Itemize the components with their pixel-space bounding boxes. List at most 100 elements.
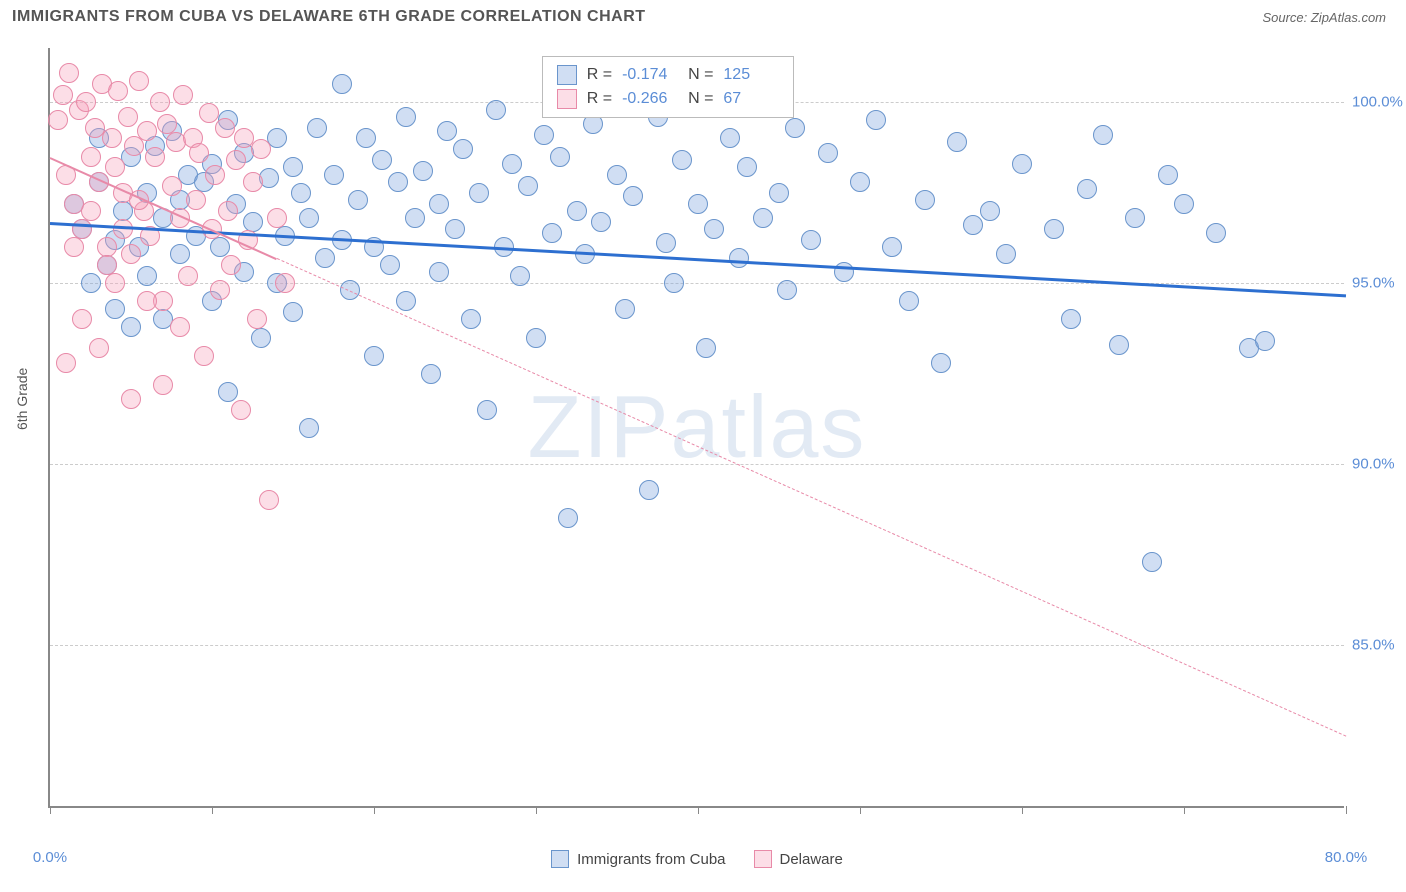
data-point: [623, 186, 643, 206]
x-tick: [536, 806, 537, 814]
data-point: [48, 110, 68, 130]
data-point: [251, 328, 271, 348]
data-point: [89, 338, 109, 358]
data-point: [291, 183, 311, 203]
data-point: [251, 139, 271, 159]
data-point: [801, 230, 821, 250]
data-point: [97, 237, 117, 257]
data-point: [72, 219, 92, 239]
watermark: ZIPatlas: [528, 376, 867, 478]
data-point: [518, 176, 538, 196]
data-point: [356, 128, 376, 148]
stat-n-label: N =: [688, 66, 713, 84]
legend-item: Immigrants from Cuba: [551, 850, 725, 868]
bottom-legend: Immigrants from CubaDelaware: [50, 850, 1344, 868]
data-point: [437, 121, 457, 141]
data-point: [1206, 223, 1226, 243]
data-point: [591, 212, 611, 232]
data-point: [189, 143, 209, 163]
trend-line: [277, 258, 1347, 737]
data-point: [915, 190, 935, 210]
data-point: [656, 233, 676, 253]
y-tick-label: 95.0%: [1352, 275, 1406, 292]
data-point: [59, 63, 79, 83]
data-point: [324, 165, 344, 185]
data-point: [226, 150, 246, 170]
data-point: [558, 508, 578, 528]
data-point: [1077, 179, 1097, 199]
data-point: [866, 110, 886, 130]
data-point: [307, 118, 327, 138]
data-point: [299, 208, 319, 228]
data-point: [153, 375, 173, 395]
data-point: [405, 208, 425, 228]
data-point: [121, 317, 141, 337]
data-point: [178, 266, 198, 286]
data-point: [664, 273, 684, 293]
data-point: [380, 255, 400, 275]
data-point: [429, 262, 449, 282]
data-point: [121, 389, 141, 409]
stat-r-value: -0.266: [622, 90, 678, 108]
data-point: [205, 165, 225, 185]
data-point: [720, 128, 740, 148]
data-point: [218, 201, 238, 221]
data-point: [162, 176, 182, 196]
data-point: [299, 418, 319, 438]
data-point: [526, 328, 546, 348]
data-point: [963, 215, 983, 235]
data-point: [777, 280, 797, 300]
data-point: [688, 194, 708, 214]
data-point: [210, 237, 230, 257]
data-point: [150, 92, 170, 112]
legend-swatch: [557, 65, 577, 85]
data-point: [129, 71, 149, 91]
data-point: [283, 302, 303, 322]
data-point: [413, 161, 433, 181]
data-point: [429, 194, 449, 214]
y-tick-label: 100.0%: [1352, 94, 1406, 111]
data-point: [231, 400, 251, 420]
x-tick: [1022, 806, 1023, 814]
data-point: [247, 309, 267, 329]
stat-r-value: -0.174: [622, 66, 678, 84]
data-point: [76, 92, 96, 112]
legend-label: Immigrants from Cuba: [577, 851, 725, 868]
x-tick: [1346, 806, 1347, 814]
data-point: [818, 143, 838, 163]
data-point: [421, 364, 441, 384]
data-point: [170, 317, 190, 337]
data-point: [502, 154, 522, 174]
data-point: [477, 400, 497, 420]
data-point: [215, 118, 235, 138]
data-point: [157, 114, 177, 134]
data-point: [1174, 194, 1194, 214]
stat-n-value: 67: [723, 90, 779, 108]
stat-r-label: R =: [587, 90, 612, 108]
data-point: [696, 338, 716, 358]
data-point: [1061, 309, 1081, 329]
data-point: [283, 157, 303, 177]
x-tick: [374, 806, 375, 814]
data-point: [173, 85, 193, 105]
data-point: [170, 244, 190, 264]
data-point: [121, 244, 141, 264]
data-point: [753, 208, 773, 228]
data-point: [461, 309, 481, 329]
data-point: [364, 346, 384, 366]
legend-swatch: [754, 850, 772, 868]
data-point: [267, 208, 287, 228]
legend-swatch: [557, 89, 577, 109]
data-point: [542, 223, 562, 243]
data-point: [137, 121, 157, 141]
data-point: [186, 190, 206, 210]
data-point: [315, 248, 335, 268]
stat-n-label: N =: [688, 90, 713, 108]
data-point: [453, 139, 473, 159]
data-point: [105, 299, 125, 319]
data-point: [947, 132, 967, 152]
data-point: [243, 212, 263, 232]
trend-line: [50, 222, 1346, 297]
data-point: [108, 81, 128, 101]
data-point: [607, 165, 627, 185]
